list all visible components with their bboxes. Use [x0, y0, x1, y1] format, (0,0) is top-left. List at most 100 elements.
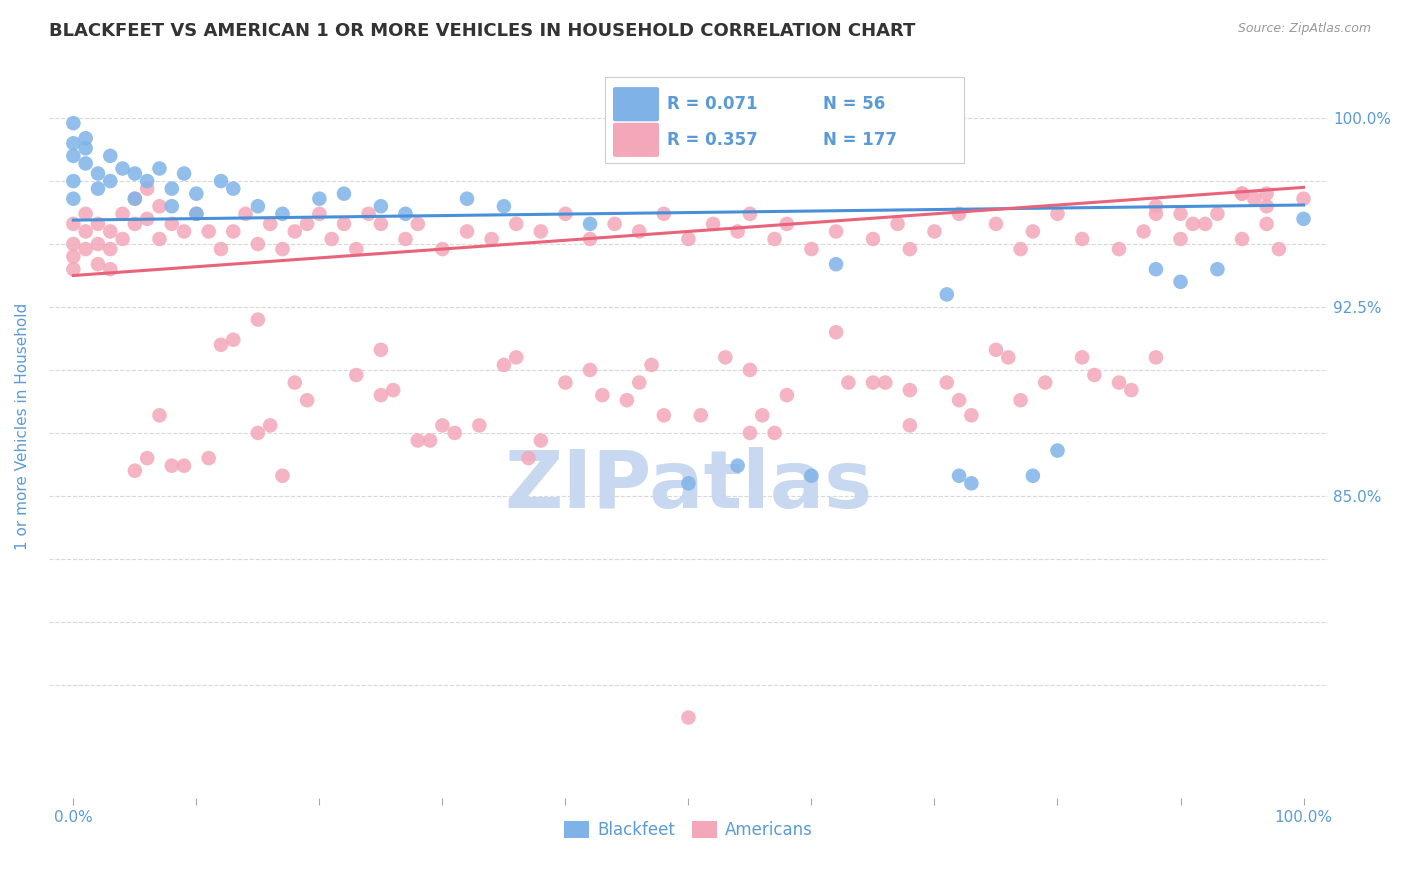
Point: [678, 476, 700, 491]
Text: N = 56: N = 56: [823, 95, 884, 113]
Point: [1046, 207, 1069, 221]
Point: [370, 199, 392, 213]
Point: [924, 224, 946, 238]
Point: [984, 217, 1007, 231]
Point: [87, 167, 110, 181]
Point: [1292, 211, 1315, 226]
Point: [825, 325, 848, 339]
Point: [370, 388, 392, 402]
Point: [603, 217, 626, 231]
Point: [678, 232, 700, 246]
Point: [776, 217, 799, 231]
Point: [271, 207, 294, 221]
Point: [517, 451, 540, 466]
Point: [124, 192, 146, 206]
Point: [898, 242, 921, 256]
Point: [875, 376, 897, 390]
Point: [1268, 242, 1291, 256]
Point: [62, 250, 84, 264]
Point: [136, 211, 159, 226]
Point: [800, 468, 823, 483]
Point: [284, 224, 307, 238]
Point: [197, 451, 219, 466]
Point: [333, 217, 356, 231]
Point: [186, 207, 208, 221]
Point: [75, 156, 97, 170]
Point: [173, 458, 195, 473]
Point: [62, 192, 84, 206]
Point: [246, 237, 269, 252]
Point: [295, 393, 318, 408]
Point: [1194, 217, 1216, 231]
Point: [160, 199, 183, 213]
FancyBboxPatch shape: [613, 123, 659, 157]
Point: [1144, 351, 1167, 365]
Point: [186, 207, 208, 221]
Point: [1230, 186, 1253, 201]
Point: [75, 242, 97, 256]
Point: [825, 257, 848, 271]
Point: [492, 358, 515, 372]
Point: [173, 224, 195, 238]
Point: [702, 217, 724, 231]
Point: [394, 207, 416, 221]
Point: [284, 376, 307, 390]
Point: [75, 141, 97, 155]
Point: [98, 224, 121, 238]
Point: [554, 376, 576, 390]
Point: [148, 199, 170, 213]
Point: [432, 418, 454, 433]
Point: [209, 338, 232, 352]
Point: [1022, 224, 1045, 238]
Point: [75, 207, 97, 221]
Point: [98, 149, 121, 163]
Point: [481, 232, 503, 246]
Point: [960, 476, 983, 491]
Text: R = 0.071: R = 0.071: [666, 95, 758, 113]
Point: [98, 262, 121, 277]
Point: [1046, 443, 1069, 458]
Point: [136, 451, 159, 466]
Point: [1010, 393, 1032, 408]
Point: [1033, 376, 1056, 390]
Point: [1022, 468, 1045, 483]
Point: [259, 217, 281, 231]
Point: [554, 207, 576, 221]
Point: [321, 232, 343, 246]
Point: [197, 224, 219, 238]
Point: [148, 409, 170, 423]
Point: [308, 192, 330, 206]
Point: [1256, 199, 1278, 213]
Point: [825, 224, 848, 238]
Point: [948, 207, 970, 221]
Point: [98, 174, 121, 188]
Point: [837, 376, 859, 390]
Point: [124, 167, 146, 181]
Point: [148, 232, 170, 246]
Point: [1256, 217, 1278, 231]
Point: [394, 232, 416, 246]
Point: [456, 192, 478, 206]
Point: [579, 363, 602, 377]
Point: [419, 434, 441, 448]
Point: [652, 409, 675, 423]
Point: [1256, 186, 1278, 201]
Point: [505, 351, 527, 365]
Point: [406, 217, 429, 231]
Point: [271, 468, 294, 483]
Point: [1121, 383, 1143, 397]
Point: [62, 174, 84, 188]
Text: N = 177: N = 177: [823, 131, 897, 149]
Point: [960, 409, 983, 423]
Point: [271, 242, 294, 256]
Point: [776, 388, 799, 402]
Point: [862, 376, 884, 390]
Text: Source: ZipAtlas.com: Source: ZipAtlas.com: [1237, 22, 1371, 36]
Point: [246, 425, 269, 440]
FancyBboxPatch shape: [606, 78, 963, 163]
Point: [222, 181, 245, 195]
Point: [136, 181, 159, 195]
Point: [727, 458, 749, 473]
Point: [862, 232, 884, 246]
Point: [87, 217, 110, 231]
